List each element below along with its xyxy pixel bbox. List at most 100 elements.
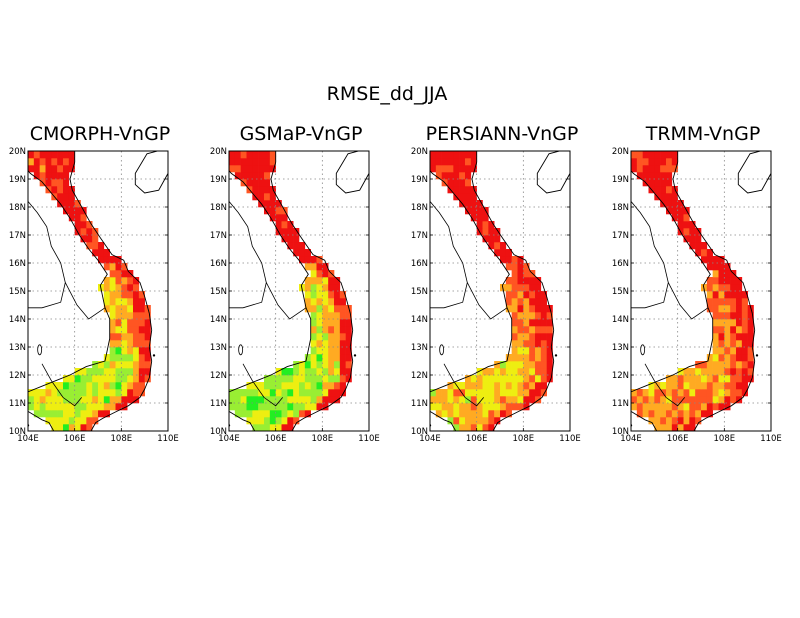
rmse-cell [33,151,40,159]
rmse-cell [654,403,661,411]
rmse-cell [470,403,477,411]
rmse-cell [63,382,70,390]
rmse-cell [334,298,341,306]
rmse-cell [316,389,323,397]
rmse-cell [529,284,536,292]
rmse-cell [430,396,437,404]
rmse-cell [57,151,64,159]
rmse-cell [453,424,460,431]
lake-outline [238,344,244,356]
rmse-cell [240,165,247,173]
rmse-cell [304,361,311,369]
rmse-cell [115,347,122,355]
rmse-cell [63,151,70,159]
rmse-cell [642,396,649,404]
y-tick-label: 13N [210,343,227,353]
rmse-cell [677,221,684,229]
rmse-cell [695,242,702,250]
rmse-cell [648,179,655,187]
rmse-cell [304,305,311,313]
rmse-cell [683,396,690,404]
rmse-cell [339,305,346,313]
rmse-cell [133,277,140,285]
rmse-cell [269,410,276,418]
rmse-cell [80,368,87,376]
y-tick-label: 19N [612,175,629,185]
rmse-cell [505,403,512,411]
x-tick-label: 106E [667,434,689,444]
rmse-cell [453,151,460,159]
rmse-cell [258,172,265,180]
rmse-cell [465,172,472,180]
rmse-cell [316,340,323,348]
rmse-cell [299,249,306,257]
rmse-cell [127,312,134,320]
island-marker [87,466,89,468]
rmse-cell [517,340,524,348]
country-border [466,282,508,320]
rmse-cell [441,158,448,166]
rmse-cell [730,396,737,404]
rmse-cell [511,375,518,383]
y-tick-label: 12N [9,371,26,381]
rmse-cell [144,375,151,383]
rmse-cell [718,354,725,362]
rmse-cell [488,228,495,236]
rmse-cell [269,375,276,383]
rmse-cell [459,151,466,159]
rmse-cell [470,375,477,383]
rmse-cell [706,354,713,362]
rmse-cell [447,403,454,411]
rmse-cell [310,263,317,271]
rmse-cell [98,242,105,250]
rmse-cell [666,200,673,208]
y-tick-label: 12N [411,371,428,381]
rmse-cell [517,291,524,299]
rmse-cell [45,172,52,180]
rmse-cell [109,375,116,383]
rmse-cell [724,326,731,334]
rmse-cell [304,291,311,299]
rmse-cell [33,396,40,404]
rmse-cell [74,389,81,397]
rmse-cell [299,389,306,397]
rmse-cell [677,424,684,431]
rmse-cell [470,200,477,208]
rmse-cell [517,333,524,341]
rmse-cell [328,368,335,376]
rmse-cell [246,172,253,180]
rmse-cell [68,200,75,208]
panel-title: CMORPH-VnGP [30,123,171,145]
rmse-cell [246,389,253,397]
rmse-cell [240,389,247,397]
rmse-cell [240,403,247,411]
rmse-cell [109,354,116,362]
rmse-cell [51,172,58,180]
rmse-cell [540,305,547,313]
rmse-cell [677,214,684,222]
rmse-cell [138,298,145,306]
rmse-cell [488,235,495,243]
lake-outline [37,344,43,356]
rmse-cell [299,396,306,404]
rmse-cell [724,340,731,348]
rmse-cell [465,424,472,431]
rmse-cell [269,389,276,397]
rmse-cell [706,396,713,404]
rmse-cell [706,389,713,397]
rmse-cell [310,382,317,390]
rmse-cell [258,179,265,187]
rmse-cell [470,417,477,425]
y-tick-label: 19N [210,175,227,185]
rmse-cell [476,375,483,383]
rmse-cell [666,193,673,201]
rmse-cell [736,340,743,348]
rmse-cell [453,403,460,411]
rmse-cell [494,228,501,236]
rmse-cell [345,354,352,362]
rmse-cell [138,326,145,334]
rmse-cell [328,298,335,306]
rmse-cell [334,375,341,383]
rmse-cell [328,319,335,327]
rmse-cell [287,417,294,425]
